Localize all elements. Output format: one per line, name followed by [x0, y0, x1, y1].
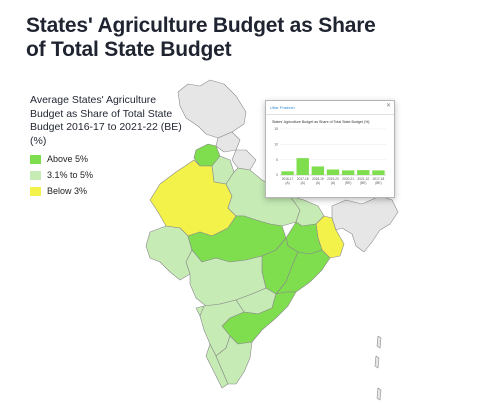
legend-item-below: Below 3%: [30, 184, 93, 198]
state-gujarat[interactable]: [145, 225, 193, 281]
popup-xtick-label: (BE): [375, 181, 381, 185]
legend-swatch-above: [30, 154, 41, 164]
legend-swatch-below: [30, 186, 41, 196]
state-tamil-nadu[interactable]: [215, 335, 253, 385]
legend-item-mid: 3.1% to 5%: [30, 168, 93, 182]
popup-xtick-label: (A): [301, 181, 305, 185]
popup-xtick-label: 2021-22: [357, 177, 369, 181]
popup-xtick-label: 2018-19: [312, 177, 324, 181]
legend-label-mid: 3.1% to 5%: [47, 170, 94, 180]
popup-xtick-label: 2017-18: [297, 177, 309, 181]
popup-bar[interactable]: [341, 170, 355, 175]
popup-xtick-label: (A): [285, 181, 289, 185]
island-andaman: [374, 335, 382, 401]
popup-bar[interactable]: [372, 170, 385, 175]
popup-bar[interactable]: [326, 169, 340, 175]
popup-ytick-label: 15: [274, 127, 278, 131]
popup-ytick-label: 0: [276, 173, 278, 177]
legend-label-below: Below 3%: [47, 186, 88, 196]
popup-xtick-label: (A): [331, 181, 335, 185]
popup-chart-title: States' Agriculture Budget as Share of T…: [272, 120, 370, 124]
popup-header: Uttar Pradesh: [266, 101, 394, 115]
state-jammu-kashmir[interactable]: [177, 79, 247, 139]
popup-ytick-label: 10: [274, 143, 278, 147]
popup-bar[interactable]: [357, 170, 370, 175]
legend: Above 5% 3.1% to 5% Below 3%: [30, 152, 93, 200]
legend-item-above: Above 5%: [30, 152, 93, 166]
page-title: States' Agriculture Budget as Share of T…: [26, 14, 376, 61]
popup-xtick-label: (A): [316, 181, 320, 185]
state-uttarakhand[interactable]: [231, 149, 257, 171]
close-icon[interactable]: ✕: [385, 103, 391, 109]
popup-ytick-label: 5: [276, 158, 278, 162]
popup-xtick-label: 2016-17: [282, 177, 294, 181]
legend-label-above: Above 5%: [47, 154, 89, 164]
state-odisha[interactable]: [275, 249, 331, 295]
legend-title: Average States' Agriculture Budget as Sh…: [30, 94, 182, 147]
legend-swatch-mid: [30, 170, 41, 180]
popup-xtick-label: 2019-20: [327, 177, 339, 181]
popup-bar[interactable]: [281, 171, 294, 175]
popup-xtick-label: 2017-18: [373, 177, 385, 181]
state-sikkim-ne[interactable]: [331, 195, 399, 253]
popup-bar-chart: 0510152016-17(A)2017-18(A)2018-19(A)2019…: [274, 127, 386, 185]
state-popup: Uttar Pradesh ✕ States' Agriculture Budg…: [265, 100, 395, 198]
popup-xtick-label: (BE): [360, 181, 366, 185]
popup-xtick-label: 2020-21: [342, 177, 354, 181]
popup-bar[interactable]: [296, 158, 309, 175]
popup-xtick-label: (RE): [345, 181, 352, 185]
popup-bar[interactable]: [311, 166, 325, 175]
